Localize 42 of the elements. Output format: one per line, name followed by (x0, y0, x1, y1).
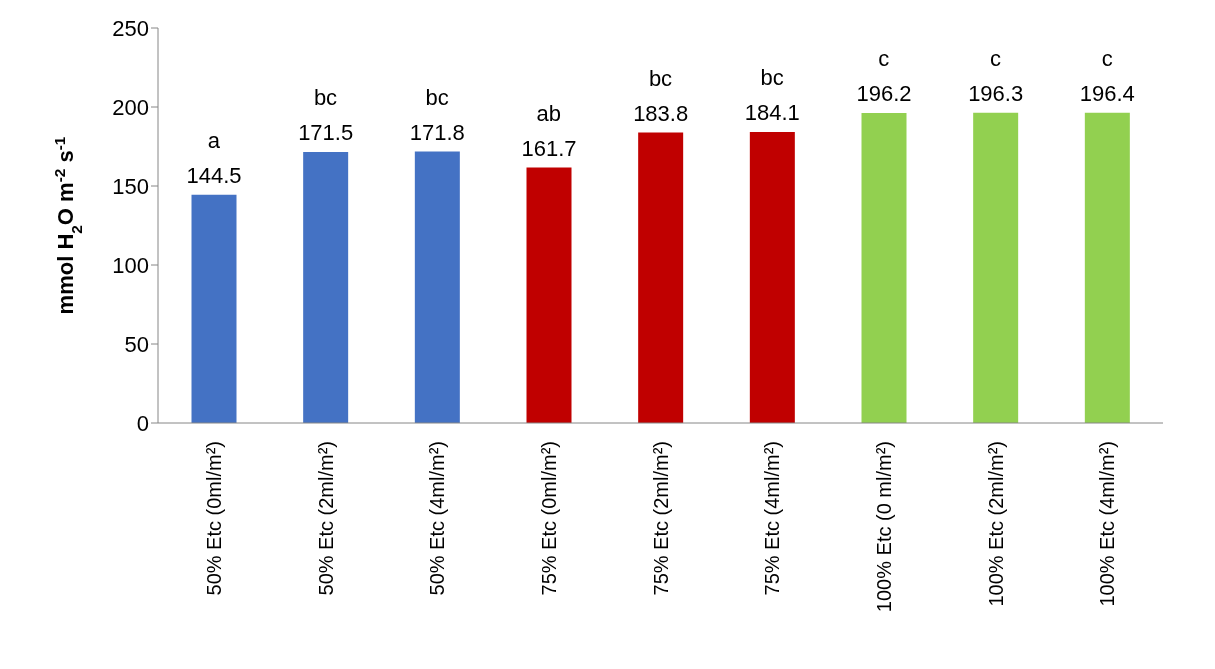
bar (861, 113, 907, 423)
annotation: c (878, 46, 890, 71)
data-label: 196.3 (968, 80, 1024, 106)
bar (526, 167, 572, 423)
y-tick-label: 0 (136, 410, 149, 436)
annotation: c (990, 45, 1001, 71)
bar (638, 132, 684, 423)
data-label: 183.8 (633, 100, 689, 126)
bar (1084, 112, 1130, 423)
x-tick-label: 50% Etc (4ml/m²) (426, 441, 449, 596)
x-tick-label: 75% Etc (4ml/m²) (761, 441, 784, 596)
y-tick-label: 100 (112, 252, 149, 278)
x-tick-label: 75% Etc (2ml/m²) (649, 441, 672, 596)
annotation: c (1101, 45, 1113, 71)
annotation: a (207, 127, 221, 153)
x-tick-label: 100% Etc (4ml/m²) (1096, 441, 1119, 607)
x-tick-label: 50% Etc (2ml/m²) (314, 441, 337, 596)
bar (191, 194, 237, 423)
data-label: 161.7 (521, 135, 577, 161)
y-tick-label: 150 (112, 173, 149, 199)
y-tick-label: 50 (124, 331, 149, 357)
annotation: ab (536, 100, 562, 126)
x-tick-label: 100% Etc (2ml/m²) (984, 441, 1007, 607)
data-label: 196.2 (856, 81, 912, 106)
bar (414, 151, 460, 423)
y-tick-label: 200 (112, 94, 149, 120)
x-tick-label: 50% Etc (0ml/m²) (202, 441, 225, 596)
annotation: bc (648, 65, 673, 91)
annotation: bc (313, 85, 338, 111)
y-tick-label: 250 (112, 15, 149, 41)
data-label: 171.8 (409, 119, 465, 145)
bar (973, 112, 1019, 423)
data-label: 144.5 (186, 162, 242, 188)
annotation: bc (425, 84, 449, 110)
annotation: bc (760, 65, 784, 91)
data-label: 171.5 (298, 120, 354, 146)
bar (749, 132, 795, 423)
x-tick-label: 75% Etc (0ml/m²) (537, 441, 560, 596)
bar (303, 152, 349, 423)
data-label: 196.4 (1079, 80, 1135, 106)
x-tick-label: 100% Etc (0 ml/m²) (872, 441, 895, 613)
data-label: 184.1 (744, 100, 800, 126)
